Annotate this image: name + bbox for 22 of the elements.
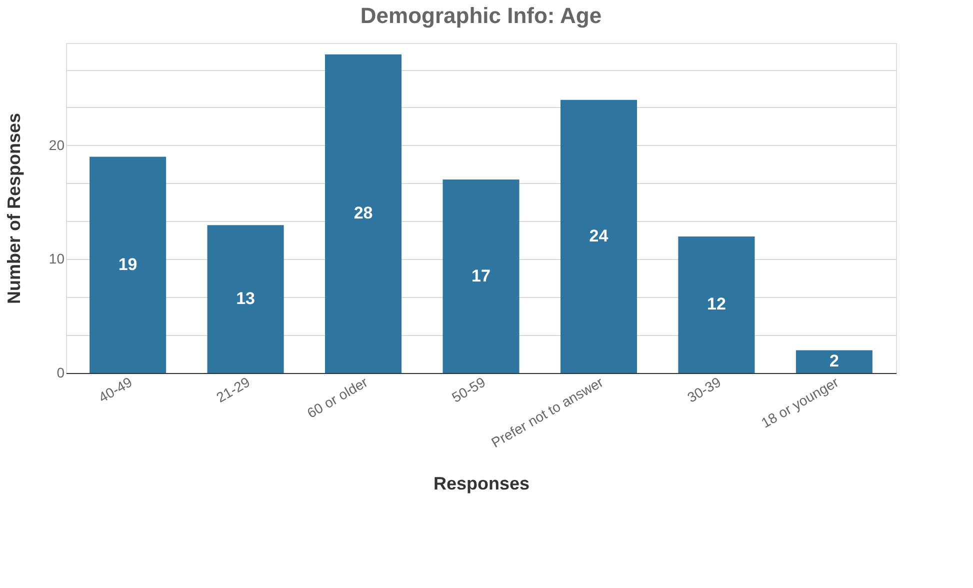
y-axis-title: Number of Responses — [4, 112, 24, 304]
bar — [796, 350, 872, 373]
x-tick-label: 60 or older — [304, 374, 371, 422]
bar — [560, 100, 637, 373]
data-label: 13 — [236, 289, 255, 308]
data-label: 19 — [118, 254, 138, 274]
bar — [207, 225, 284, 373]
x-tick-label: 40-49 — [96, 374, 135, 406]
y-tick-label: 20 — [48, 136, 65, 153]
x-axis-title: Responses — [433, 474, 530, 494]
bar — [90, 156, 166, 373]
data-label: 17 — [472, 266, 490, 286]
data-label: 28 — [354, 204, 373, 223]
chart-title: Demographic Info: Age — [360, 3, 602, 28]
y-tick-label: 0 — [56, 364, 65, 380]
data-label: 2 — [829, 352, 839, 371]
bar — [678, 236, 755, 373]
data-label: 12 — [707, 294, 726, 314]
bar — [442, 180, 520, 373]
bar — [325, 54, 402, 373]
y-tick-label: 10 — [48, 250, 65, 267]
data-label: 24 — [589, 226, 609, 246]
